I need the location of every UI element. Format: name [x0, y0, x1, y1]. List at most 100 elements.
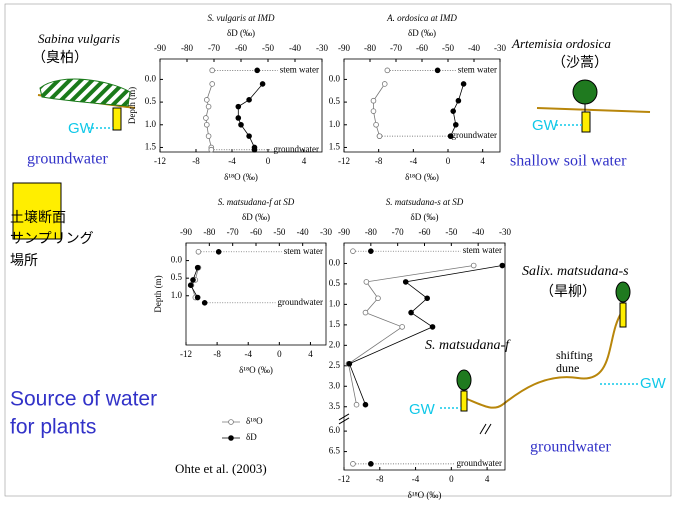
data-point [204, 97, 209, 102]
y-tick-label: 6.5 [329, 446, 341, 456]
y-tick-label: 2.0 [329, 339, 341, 349]
x-tick-label: -12 [154, 156, 166, 166]
data-point [236, 104, 241, 109]
data-point [210, 68, 215, 73]
y-tick-label: 0.0 [145, 73, 157, 83]
species-name: Artemisia ordosica [511, 36, 611, 51]
axis-title: δ¹⁸O (‰) [408, 490, 442, 500]
sampling-text: サンプリング [10, 231, 94, 247]
x2-tick-label: -80 [203, 227, 215, 237]
data-point [204, 116, 209, 121]
slide: Sabina vulgaris （臭柏） GW groundwater Arte… [0, 0, 676, 506]
y-tick-label: 1.0 [145, 119, 157, 129]
axis-title: δ¹⁸O (‰) [224, 172, 258, 182]
x2-tick-label: -60 [235, 43, 247, 53]
x2-tick-label: -60 [419, 227, 431, 237]
data-point [425, 296, 430, 301]
x-tick-label: -12 [180, 349, 192, 359]
sampling-pipe [461, 391, 467, 411]
x2-tick-label: -50 [445, 227, 457, 237]
x2-tick-label: -40 [289, 43, 301, 53]
data-point [377, 134, 382, 139]
data-point [216, 249, 221, 254]
chart-title: S. matsudana-f at SD [218, 197, 295, 207]
y-tick-label: 0.0 [329, 73, 341, 83]
point-label: stem water [280, 64, 319, 74]
x-tick-label: -8 [375, 156, 383, 166]
sabina-shrub [40, 79, 130, 106]
y-tick-label: 3.0 [329, 380, 341, 390]
x2-tick-label: -50 [262, 43, 274, 53]
data-point [252, 147, 257, 152]
plot-frame [344, 243, 505, 470]
y-tick-label: 0.5 [171, 272, 183, 282]
data-point [196, 249, 201, 254]
axis-title: δ¹⁸O (‰) [405, 172, 439, 182]
dune-label: dune [556, 361, 579, 375]
x2-tick-label: -70 [227, 227, 239, 237]
data-point [461, 82, 466, 87]
data-point [239, 122, 244, 127]
y-tick-label: 3.5 [329, 401, 341, 411]
data-point [435, 68, 440, 73]
data-point [204, 122, 209, 127]
data-point [210, 82, 215, 87]
y-tick-label: 1.5 [329, 319, 341, 329]
tree [616, 282, 630, 302]
data-point [368, 249, 373, 254]
data-point [451, 109, 456, 114]
x2-tick-label: -90 [154, 43, 166, 53]
sampling-pipe [620, 303, 626, 327]
species-cn: （旱柳） [540, 283, 596, 300]
x2-tick-label: -50 [273, 227, 285, 237]
x-tick-label: -8 [213, 349, 221, 359]
data-point [368, 461, 373, 466]
data-point [371, 98, 376, 103]
data-point [351, 461, 356, 466]
data-point [376, 296, 381, 301]
data-point [371, 109, 376, 114]
x-tick-label: 0 [449, 474, 454, 484]
data-point [471, 263, 476, 268]
data-point [400, 325, 405, 330]
y-tick-label: 0.0 [171, 255, 183, 265]
data-point [430, 325, 435, 330]
data-point [195, 265, 200, 270]
point-label: groundwater [274, 144, 319, 154]
species-name: Salix. matsudana-s [522, 264, 629, 279]
species-cn: （臭柏） [32, 50, 88, 66]
point-label: groundwater [457, 458, 502, 468]
ground-line [537, 108, 650, 112]
dune-label: shifting [556, 348, 593, 362]
axis-break [480, 424, 486, 434]
point-label: stem water [458, 64, 497, 74]
chart-title: S. vulgaris at IMD [208, 13, 275, 23]
sampling-text: 場所 [10, 253, 38, 269]
x2-tick-label: -50 [442, 43, 454, 53]
x-tick-label: -4 [228, 156, 236, 166]
x-tick-label: -12 [338, 474, 350, 484]
water-source: groundwater [27, 151, 109, 168]
data-point [363, 310, 368, 315]
y-tick-label: 1.0 [329, 119, 341, 129]
y-tick-label: 0.5 [145, 96, 157, 106]
y-tick-label: 1.5 [329, 142, 341, 152]
gw-label: GW [640, 375, 667, 392]
plot-frame [186, 243, 326, 345]
data-point [364, 279, 369, 284]
data-point [191, 278, 196, 283]
x2-tick-label: -40 [468, 43, 480, 53]
data-point [229, 436, 234, 441]
slide-heading: Source of water [10, 388, 157, 411]
x2-tick-label: -40 [472, 227, 484, 237]
x-tick-label: 0 [266, 156, 271, 166]
data-point [351, 249, 356, 254]
x2-tick-label: -70 [392, 227, 404, 237]
data-point [456, 98, 461, 103]
data-point [260, 82, 265, 87]
x2-tick-label: -90 [338, 43, 350, 53]
data-point [409, 310, 414, 315]
point-label: groundwater [452, 130, 497, 140]
y-tick-label: 0.5 [329, 96, 341, 106]
sampling-pipe [113, 108, 121, 130]
